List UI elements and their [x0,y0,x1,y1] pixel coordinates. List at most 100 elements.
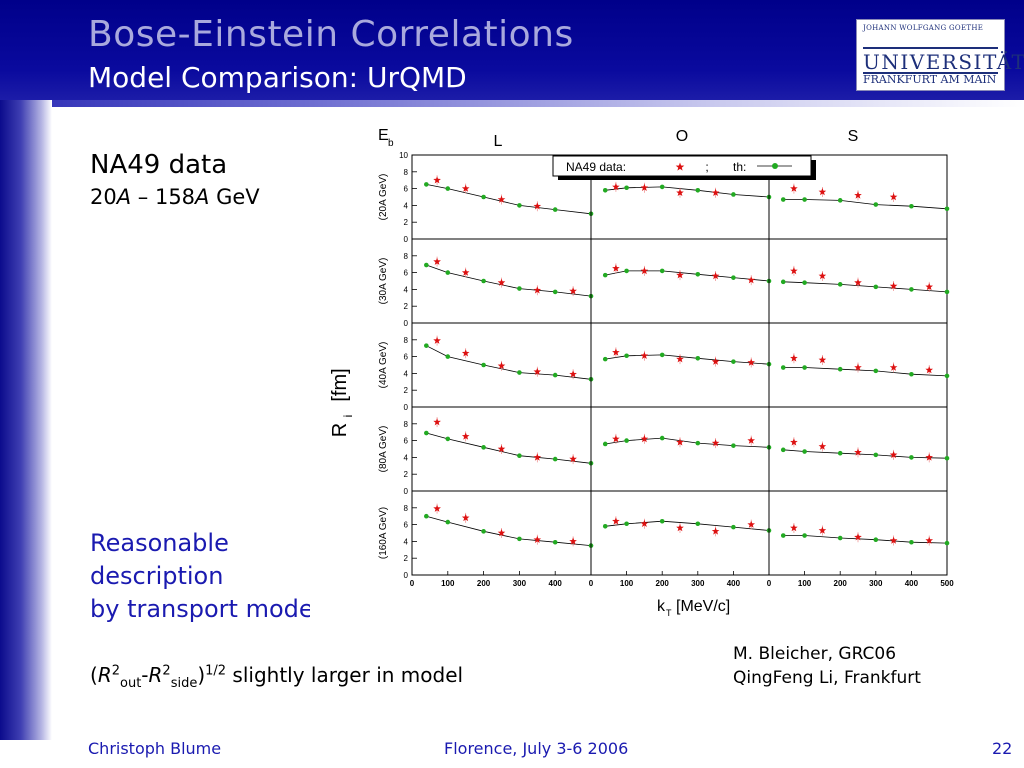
data-point [889,363,898,371]
data-point [747,276,755,284]
data-point [711,527,720,535]
x-tick-label: 200 [656,579,670,588]
data-point [676,524,684,532]
data-point [640,519,649,527]
data-point [790,524,798,532]
model-point [780,279,786,285]
x-tick-label: 400 [905,579,919,588]
x-tick-label: 300 [869,579,883,588]
model-point [802,280,807,285]
y-tick-label: 4 [404,537,409,546]
model-point [445,436,451,442]
model-point [802,533,807,538]
data-point [854,191,862,199]
model-point [424,182,429,187]
model-point [517,370,522,375]
data-point [612,182,620,191]
x-tick-label: 400 [727,579,741,588]
data-point [818,442,827,450]
model-point [944,373,950,379]
model-point [802,449,807,454]
footer-author: Christoph Blume [88,739,222,758]
y-tick-label: 8 [404,420,409,429]
data-point [497,361,506,370]
data-point [747,436,755,444]
model-point [659,435,665,441]
data-point [640,351,649,359]
y-tick-label: 2 [404,218,409,227]
model-point [424,430,429,436]
x-tick-label: 0 [410,579,415,588]
logo-rule-top [863,47,998,49]
model-point [624,268,629,274]
x-tick-label: 100 [620,579,634,588]
model-point [837,282,843,287]
model-point [802,365,807,370]
data-point [533,286,542,294]
y-tick-label: 8 [404,336,409,345]
model-point [780,533,786,538]
data-point [818,188,827,196]
data-point [533,453,542,461]
conclusion-line-2: description [90,562,224,590]
y-tick-label: 0 [404,487,409,496]
model-point [602,441,608,447]
model-point [731,192,736,197]
y-tick-label: 2 [404,386,409,395]
data-point [433,176,441,184]
conclusion-line-1: Reasonable [90,529,229,557]
model-point [837,198,843,203]
title-bar [0,0,1024,100]
data-point [854,363,862,371]
model-point [909,539,914,545]
model-point [695,271,701,277]
conclusion-text: Reasonable description by transport mode… [90,527,320,626]
model-point [873,368,879,374]
data-point [461,184,470,192]
data-point [711,439,720,447]
title-bar-fade [0,100,1024,107]
data-point [640,183,649,191]
model-point [659,268,665,274]
left-sidebar-gradient [0,100,52,740]
model-point [552,289,558,295]
column-axis-subscript: b [388,138,394,149]
credits: M. Bleicher, GRC06 QingFeng Li, Frankfur… [733,642,921,690]
data-point [711,357,720,365]
x-tick-label: 200 [477,579,491,588]
x-tick-label: 200 [834,579,848,588]
model-point [780,365,786,370]
y-tick-label: 0 [404,571,409,580]
model-point [944,289,950,295]
model-point [517,203,522,208]
conclusion-line-3: by transport model [90,595,321,623]
x-tick-label: 100 [798,579,812,588]
model-point [481,362,486,368]
data-point [640,434,649,443]
x-tick-label: 300 [691,579,705,588]
data-point [569,370,577,378]
x-axis-label-sub: T [666,608,672,618]
data-point [497,195,506,203]
y-tick-label: 2 [404,302,409,311]
model-point [445,519,451,525]
model-point [909,455,914,460]
model-point [552,456,558,462]
logo-line-university: UNIVERSITÄT [863,50,1024,74]
legend-model-marker [772,163,778,169]
model-point [944,206,950,212]
model-point [659,518,665,524]
model-point [602,187,608,193]
x-tick-label: 0 [589,579,594,588]
logo-rule-bottom [863,72,998,74]
y-tick-label: 8 [404,168,409,177]
logo-line-founder: JOHANN WOLFGANG GOETHE [863,24,984,32]
y-tick-label: 2 [404,470,409,479]
y-tick-label: 6 [404,269,409,278]
data-point [790,354,798,362]
model-point [481,529,486,534]
model-point [424,343,429,348]
model-point [481,445,486,450]
y-tick-label: 10 [399,151,408,160]
data-point [889,282,898,290]
